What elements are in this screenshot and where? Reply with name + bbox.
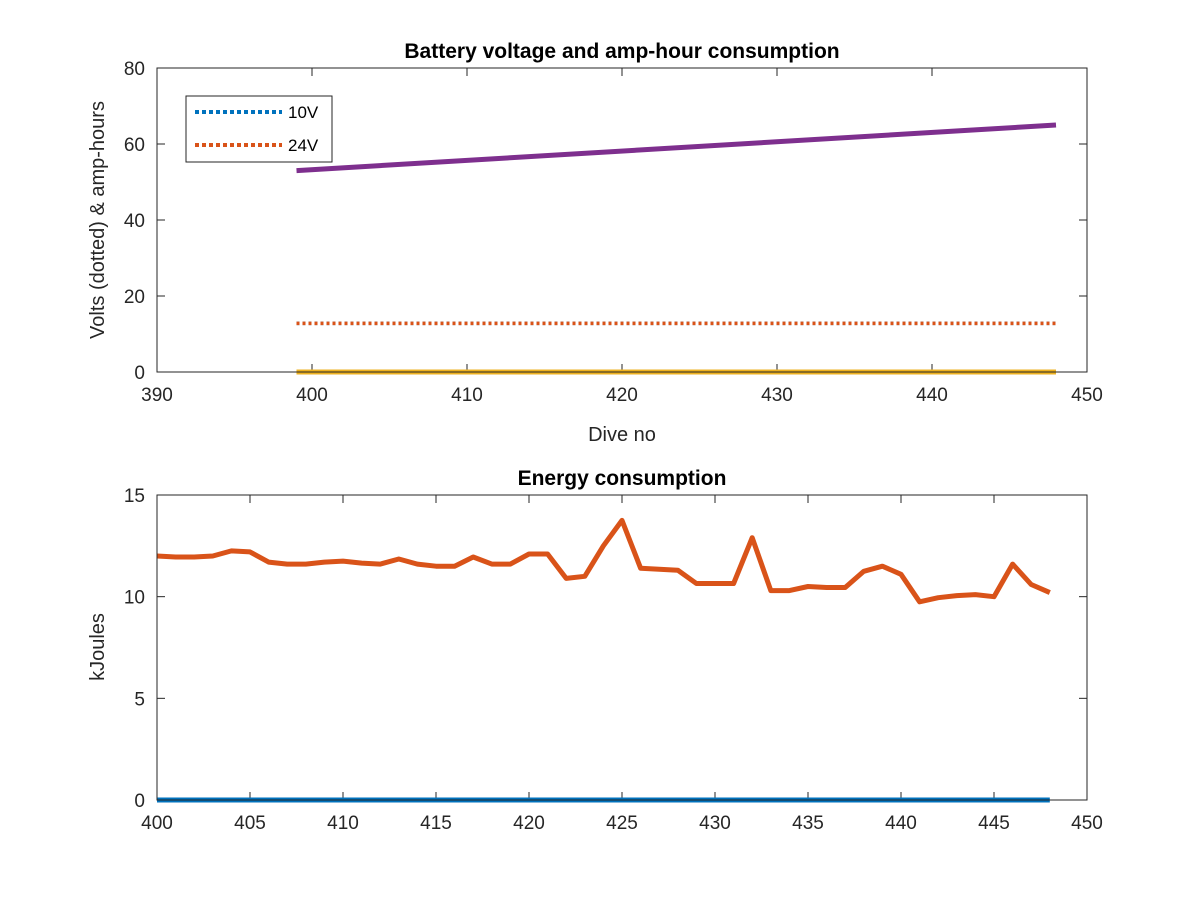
x-tick-label: 450 [1071, 813, 1103, 834]
x-tick-label: 415 [420, 813, 452, 834]
x-tick-label: 400 [296, 385, 328, 406]
x-tick-label: 400 [141, 813, 173, 834]
x-tick-label: 410 [451, 385, 483, 406]
voltage-amphour-chart: 390 400 410 420 430 440 450 0 20 40 60 80 Battery v… [87, 40, 1103, 446]
y-tick-label: 0 [134, 791, 145, 812]
x-tick-label: 425 [606, 813, 638, 834]
x-tick-label: 390 [141, 385, 173, 406]
y-tick-label: 20 [124, 287, 145, 308]
chart-title: Battery voltage and amp-hour consumption [404, 40, 839, 63]
axes-frame [156, 67, 1088, 373]
y-tick-label: 40 [124, 211, 145, 232]
y-tick-label: 60 [124, 135, 145, 156]
x-axis-label: Dive no [588, 424, 656, 446]
axes-frame [156, 494, 1088, 801]
x-tick-label: 440 [885, 813, 917, 834]
legend-label-10v: 10V [288, 103, 319, 122]
series-line-1 [156, 517, 1051, 605]
series-line-3 [296, 122, 1057, 174]
tick-labels: 400 405 410 415 420 425 430 435 440 445 450 0 5 10 15 [124, 486, 1103, 834]
x-tick-label: 435 [792, 813, 824, 834]
y-axis-label: Volts (dotted) & amp-hours [87, 101, 109, 339]
y-tick-label: 5 [134, 689, 145, 710]
x-tick-label: 420 [513, 813, 545, 834]
tick-labels: 390 400 410 420 430 440 450 0 20 40 60 80 [124, 59, 1103, 406]
y-axis-label: kJoules [87, 613, 109, 681]
x-tick-label: 445 [978, 813, 1010, 834]
legend-box [185, 95, 333, 163]
x-tick-label: 420 [606, 385, 638, 406]
y-tick-label: 10 [124, 588, 145, 609]
legend: 10V 24V [185, 95, 333, 163]
energy-consumption-chart: 400 405 410 415 420 425 430 435 440 445 450051015 … [87, 467, 1103, 834]
x-tick-label: 440 [916, 385, 948, 406]
plot-area [157, 495, 1087, 800]
y-tick-label: 80 [124, 59, 145, 80]
x-tick-label: 430 [761, 385, 793, 406]
x-tick-label: 430 [699, 813, 731, 834]
x-tick-label: 450 [1071, 385, 1103, 406]
x-tick-label: 410 [327, 813, 359, 834]
y-tick-label: 15 [124, 486, 145, 507]
legend-label-24v: 24V [288, 136, 319, 155]
x-tick-label: 405 [234, 813, 266, 834]
y-tick-label: 0 [134, 363, 145, 384]
chart-title: Energy consumption [518, 467, 727, 490]
